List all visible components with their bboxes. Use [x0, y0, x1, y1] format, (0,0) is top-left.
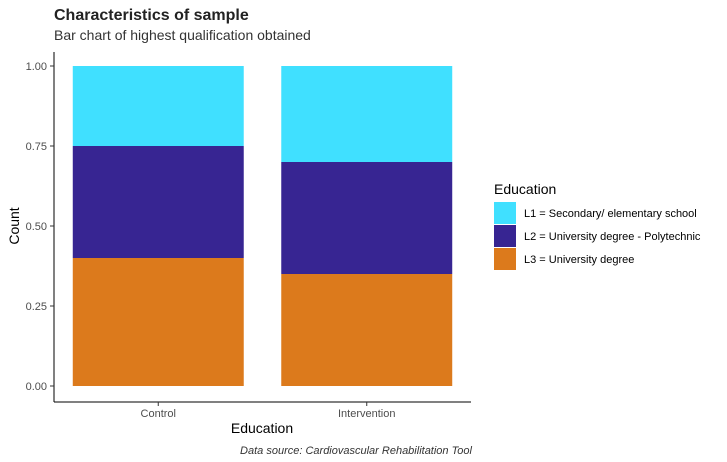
legend-key-label: L3 = University degree: [524, 254, 634, 266]
legend-key-swatch: [494, 248, 516, 270]
bar-control-segment-3: [72, 66, 244, 146]
x-tick-label-control: Control: [141, 408, 176, 420]
x-axis-title: Education: [231, 420, 293, 436]
y-tick-label: 0.25: [26, 301, 47, 313]
legend-key-label: L2 = University degree - Polytechnic: [524, 231, 701, 243]
x-axis: Control Intervention: [54, 401, 471, 420]
bar-intervention-segment-2: [281, 162, 453, 274]
bar-control-segment-1: [72, 258, 244, 386]
y-tick-label: 1.00: [26, 61, 47, 73]
legend-key-swatch: [494, 202, 516, 224]
legend-key-label: L1 = Secondary/ elementary school: [524, 208, 697, 220]
bar-intervention-segment-1: [281, 274, 453, 386]
legend-key-swatch: [494, 225, 516, 247]
bar-control-segment-2: [72, 146, 244, 258]
y-axis: 0.00 0.25 0.50 0.75 1.00: [26, 52, 55, 402]
y-tick-label: 0.75: [26, 141, 47, 153]
chart-subtitle: Bar chart of highest qualification obtai…: [54, 27, 311, 43]
y-tick-label: 0.00: [26, 381, 47, 393]
y-tick-label: 0.50: [26, 221, 47, 233]
chart-title: Characteristics of sample: [54, 7, 249, 24]
bar-intervention-segment-3: [281, 66, 453, 162]
x-tick-label-intervention: Intervention: [338, 408, 395, 420]
chart-caption: Data source: Cardiovascular Rehabilitati…: [240, 445, 472, 457]
legend: Education L1 = Secondary/ elementary sch…: [494, 181, 701, 270]
y-axis-title: Count: [6, 207, 22, 244]
bars-group: [72, 66, 453, 386]
legend-title: Education: [494, 181, 556, 197]
